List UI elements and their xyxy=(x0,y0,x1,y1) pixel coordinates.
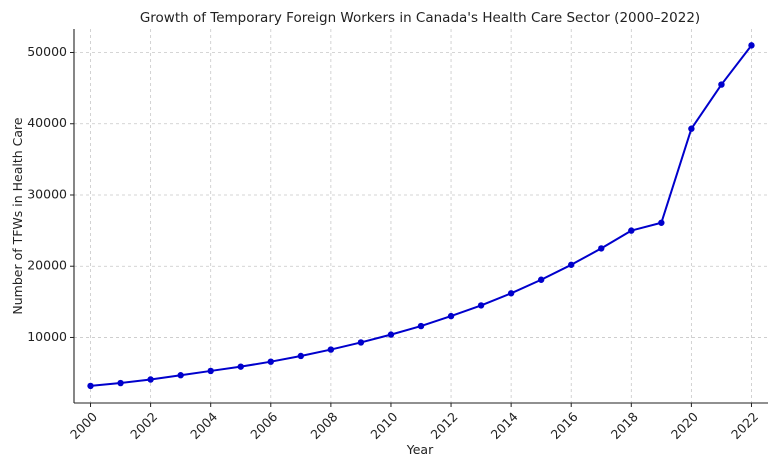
x-tick-label: 2016 xyxy=(548,409,581,442)
data-point xyxy=(327,346,335,353)
y-tick-label: 40000 xyxy=(27,115,67,130)
data-point xyxy=(507,290,515,297)
x-tick-label: 2010 xyxy=(367,409,400,442)
data-point xyxy=(297,352,305,360)
data-point xyxy=(237,363,244,370)
data-point xyxy=(537,276,545,283)
x-tick-label: 2004 xyxy=(187,409,220,442)
x-tick-label: 2000 xyxy=(67,409,100,442)
data-point xyxy=(598,245,605,252)
data-point xyxy=(718,81,725,88)
data-point xyxy=(748,42,755,49)
data-point xyxy=(387,331,395,338)
x-axis-ticks: 2000 2002 2004 2006 2008 2010 2012 2014 2016 2018… xyxy=(67,403,761,442)
x-tick-label: 2020 xyxy=(668,409,701,442)
data-point xyxy=(658,219,665,226)
grid xyxy=(74,29,768,403)
x-tick-label: 2012 xyxy=(428,409,461,442)
chart-title: Growth of Temporary Foreign Workers in C… xyxy=(140,10,700,26)
x-tick-label: 2018 xyxy=(608,409,641,442)
x-tick-label: 2002 xyxy=(127,409,160,442)
data-point xyxy=(207,367,214,375)
data-point xyxy=(117,379,124,387)
y-axis-label: Number of TFWs in Health Care xyxy=(10,117,25,315)
series xyxy=(87,42,755,390)
x-tick-label: 2022 xyxy=(728,409,761,442)
axes xyxy=(73,29,768,404)
data-point xyxy=(267,358,274,365)
x-tick-label: 2014 xyxy=(488,409,521,442)
data-point xyxy=(628,227,635,234)
x-tick-label: 2006 xyxy=(247,409,280,442)
y-tick-label: 10000 xyxy=(27,329,67,344)
x-axis-label: Year xyxy=(406,442,434,457)
x-tick-label: 2008 xyxy=(307,409,340,442)
data-point xyxy=(87,382,94,390)
y-axis-ticks: 10000 20000 30000 40000 50000 xyxy=(27,44,74,344)
data-point xyxy=(177,372,184,379)
data-point xyxy=(568,261,575,268)
y-tick-label: 30000 xyxy=(27,186,67,201)
data-point xyxy=(147,376,154,383)
data-point xyxy=(357,339,365,346)
data-point xyxy=(688,125,695,132)
data-point xyxy=(417,322,425,330)
y-tick-label: 20000 xyxy=(27,258,67,273)
y-tick-label: 50000 xyxy=(27,44,67,59)
data-point xyxy=(477,302,485,309)
data-point xyxy=(447,312,455,320)
series-line xyxy=(90,44,753,387)
